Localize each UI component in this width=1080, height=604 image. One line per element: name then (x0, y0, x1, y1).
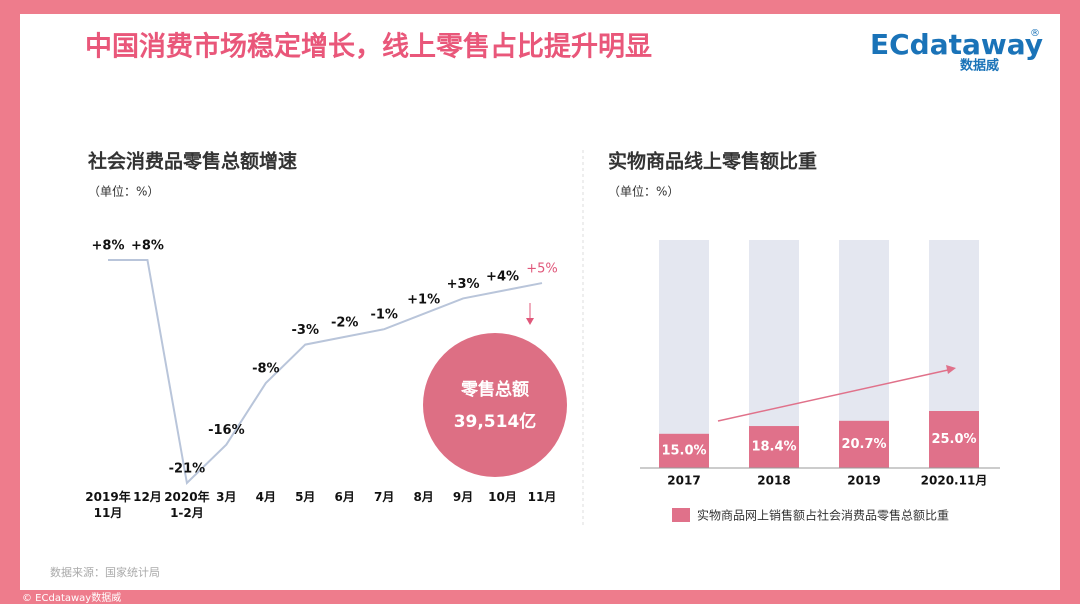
annotation-value: 39,514亿 (454, 411, 537, 432)
data-label: +8% (92, 239, 125, 254)
data-label: +8% (131, 239, 164, 254)
copyright: © ECdataway数据威 (22, 591, 121, 604)
chart-title: 实物商品线上零售额比重 (608, 150, 817, 173)
line (108, 259, 543, 486)
legend-swatch (672, 508, 690, 522)
data-label: 25.0% (931, 432, 976, 447)
data-label: +1% (407, 292, 440, 307)
x-tick-label: 2019 (847, 474, 880, 488)
x-tick-label: 9月 (452, 490, 474, 504)
x-tick-label: 2020.11月 (921, 474, 988, 488)
data-label: 18.4% (751, 440, 796, 455)
x-tick-label: 2019年 11月 (85, 490, 131, 520)
x-tick-label: 12月 (133, 490, 162, 504)
legend-label: 实物商品网上销售额占社会消费品零售总额比重 (697, 508, 949, 523)
bar-background (659, 240, 709, 468)
logo-mark: ® (1030, 28, 1040, 39)
data-label: +3% (447, 277, 480, 292)
logo-sub: 数据威 (960, 58, 999, 74)
data-label: -1% (370, 308, 397, 323)
chart-title: 社会消费品零售总额增速 (87, 150, 297, 173)
data-label: 15.0% (661, 443, 706, 458)
x-tick-label: 7月 (373, 490, 395, 504)
data-label: 20.7% (841, 437, 886, 452)
source: 数据来源：国家统计局 (50, 565, 160, 579)
bar (929, 411, 979, 468)
x-tick-label: 2018 (757, 474, 790, 488)
bar (839, 420, 889, 468)
data-label: +5% (526, 262, 558, 277)
annotation-circle (423, 333, 567, 477)
x-tick-label: 8月 (413, 490, 434, 504)
bar (749, 426, 799, 468)
x-tick-label: 4月 (255, 490, 276, 504)
unit: （单位：%） (88, 184, 159, 199)
x-tick-label: 2017 (667, 474, 700, 488)
x-tick-label: 2020年 1-2月 (164, 490, 210, 520)
data-label: -3% (292, 323, 319, 338)
trend-arrow-head (946, 365, 956, 374)
data-label: -2% (331, 315, 358, 330)
data-label: -16% (208, 423, 245, 438)
page-title: 中国消费市场稳定增长，线上零售占比提升明显 (85, 31, 652, 63)
logo: ECdataway (870, 28, 1043, 61)
x-tick-label: 10月 (488, 490, 517, 504)
data-label: -21% (169, 462, 206, 477)
annotation-label: 零售总额 (460, 379, 529, 400)
arrow-head (526, 318, 534, 325)
x-tick-label: 6月 (334, 490, 355, 504)
x-tick-label: 11月 (527, 490, 557, 504)
x-tick-label: 3月 (216, 490, 237, 504)
bar (659, 433, 709, 468)
unit: （单位：%） (608, 184, 679, 199)
data-label: +4% (486, 269, 519, 284)
trend-arrow (717, 369, 949, 422)
x-tick-label: 5月 (295, 490, 316, 504)
data-label: -8% (252, 362, 279, 377)
